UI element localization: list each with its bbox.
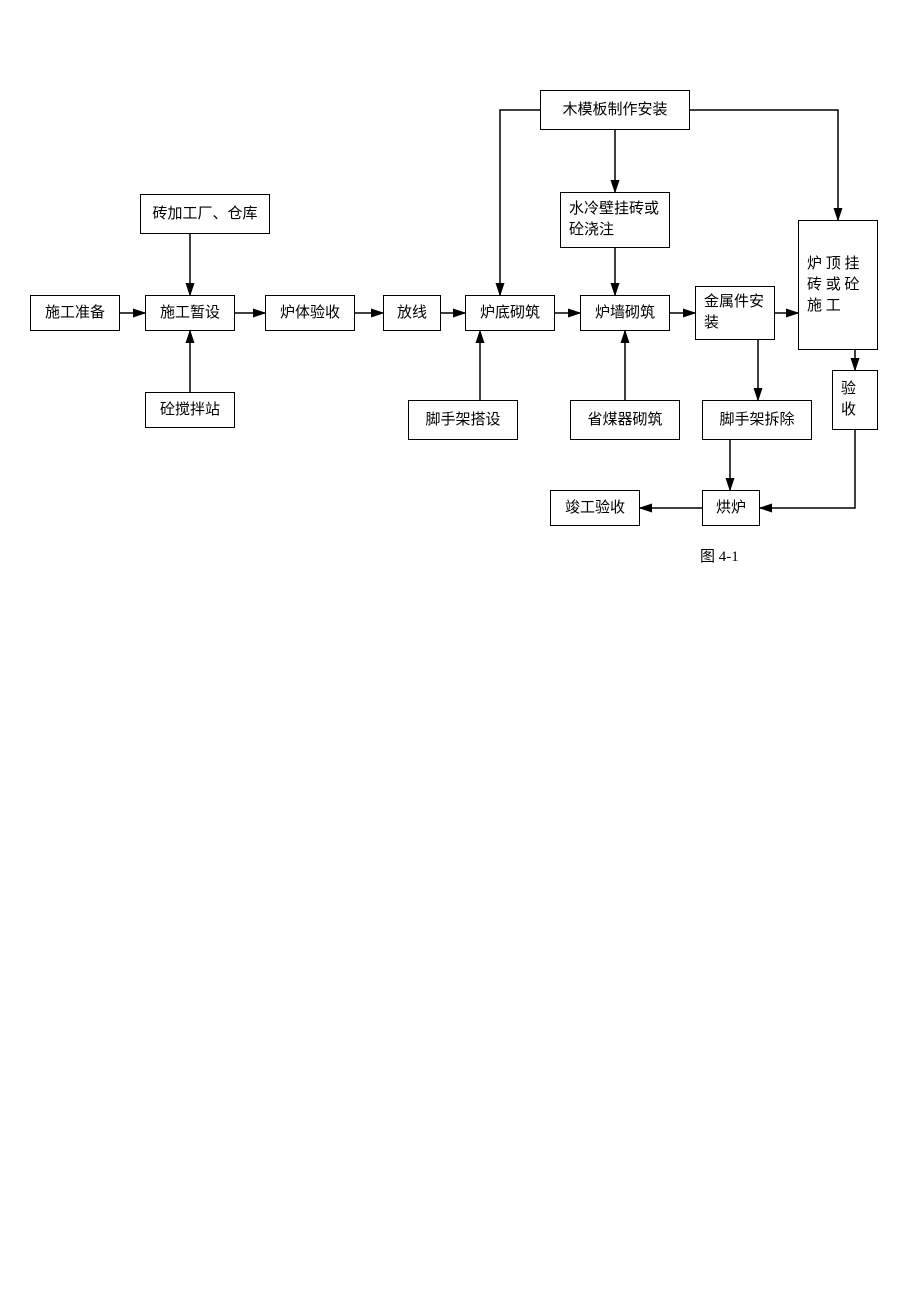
node-label: 放线 xyxy=(397,303,427,324)
node-scaffold-build: 脚手架搭设 xyxy=(408,400,518,440)
node-prep: 施工准备 xyxy=(30,295,120,331)
node-line-setting: 放线 xyxy=(383,295,441,331)
node-furnace-drying: 烘炉 xyxy=(702,490,760,526)
node-label: 验收 xyxy=(841,379,869,421)
node-body-acceptance: 炉体验收 xyxy=(265,295,355,331)
node-temp-setup: 施工暂设 xyxy=(145,295,235,331)
node-label: 炉墙砌筑 xyxy=(595,303,655,324)
node-label: 炉体验收 xyxy=(280,303,340,324)
node-label: 砖加工厂、仓库 xyxy=(152,204,257,225)
figure-caption: 图 4-1 xyxy=(700,545,739,566)
node-economizer: 省煤器砌筑 xyxy=(570,400,680,440)
node-label: 脚手架拆除 xyxy=(719,410,794,431)
edges-layer xyxy=(0,0,920,600)
node-wall-masonry: 炉墙砌筑 xyxy=(580,295,670,331)
node-mixing-station: 砼搅拌站 xyxy=(145,392,235,428)
node-label: 水冷壁挂砖或砼浇注 xyxy=(569,199,661,241)
node-label: 省煤器砌筑 xyxy=(587,410,662,431)
node-roof-construction: 炉 顶 挂 砖 或 砼 施 工 xyxy=(798,220,878,350)
node-label: 木模板制作安装 xyxy=(562,100,667,121)
node-scaffold-remove: 脚手架拆除 xyxy=(702,400,812,440)
node-completion: 竣工验收 xyxy=(550,490,640,526)
node-label: 金属件安装 xyxy=(704,292,766,334)
node-acceptance: 验收 xyxy=(832,370,878,430)
node-label: 施工暂设 xyxy=(160,303,220,324)
node-label: 竣工验收 xyxy=(565,498,625,519)
node-brick-factory: 砖加工厂、仓库 xyxy=(140,194,270,234)
node-label: 炉 顶 挂 砖 或 砼 施 工 xyxy=(807,254,869,317)
node-label: 烘炉 xyxy=(716,498,746,519)
node-label: 施工准备 xyxy=(45,303,105,324)
node-label: 脚手架搭设 xyxy=(425,410,500,431)
node-wood-template: 木模板制作安装 xyxy=(540,90,690,130)
node-label: 炉底砌筑 xyxy=(480,303,540,324)
node-bottom-masonry: 炉底砌筑 xyxy=(465,295,555,331)
flowchart-canvas: 砖加工厂、仓库 施工准备 施工暂设 砼搅拌站 炉体验收 放线 炉底砌筑 炉墙砌筑… xyxy=(0,0,920,600)
node-metal-install: 金属件安装 xyxy=(695,286,775,340)
node-water-wall: 水冷壁挂砖或砼浇注 xyxy=(560,192,670,248)
node-label: 砼搅拌站 xyxy=(160,400,220,421)
